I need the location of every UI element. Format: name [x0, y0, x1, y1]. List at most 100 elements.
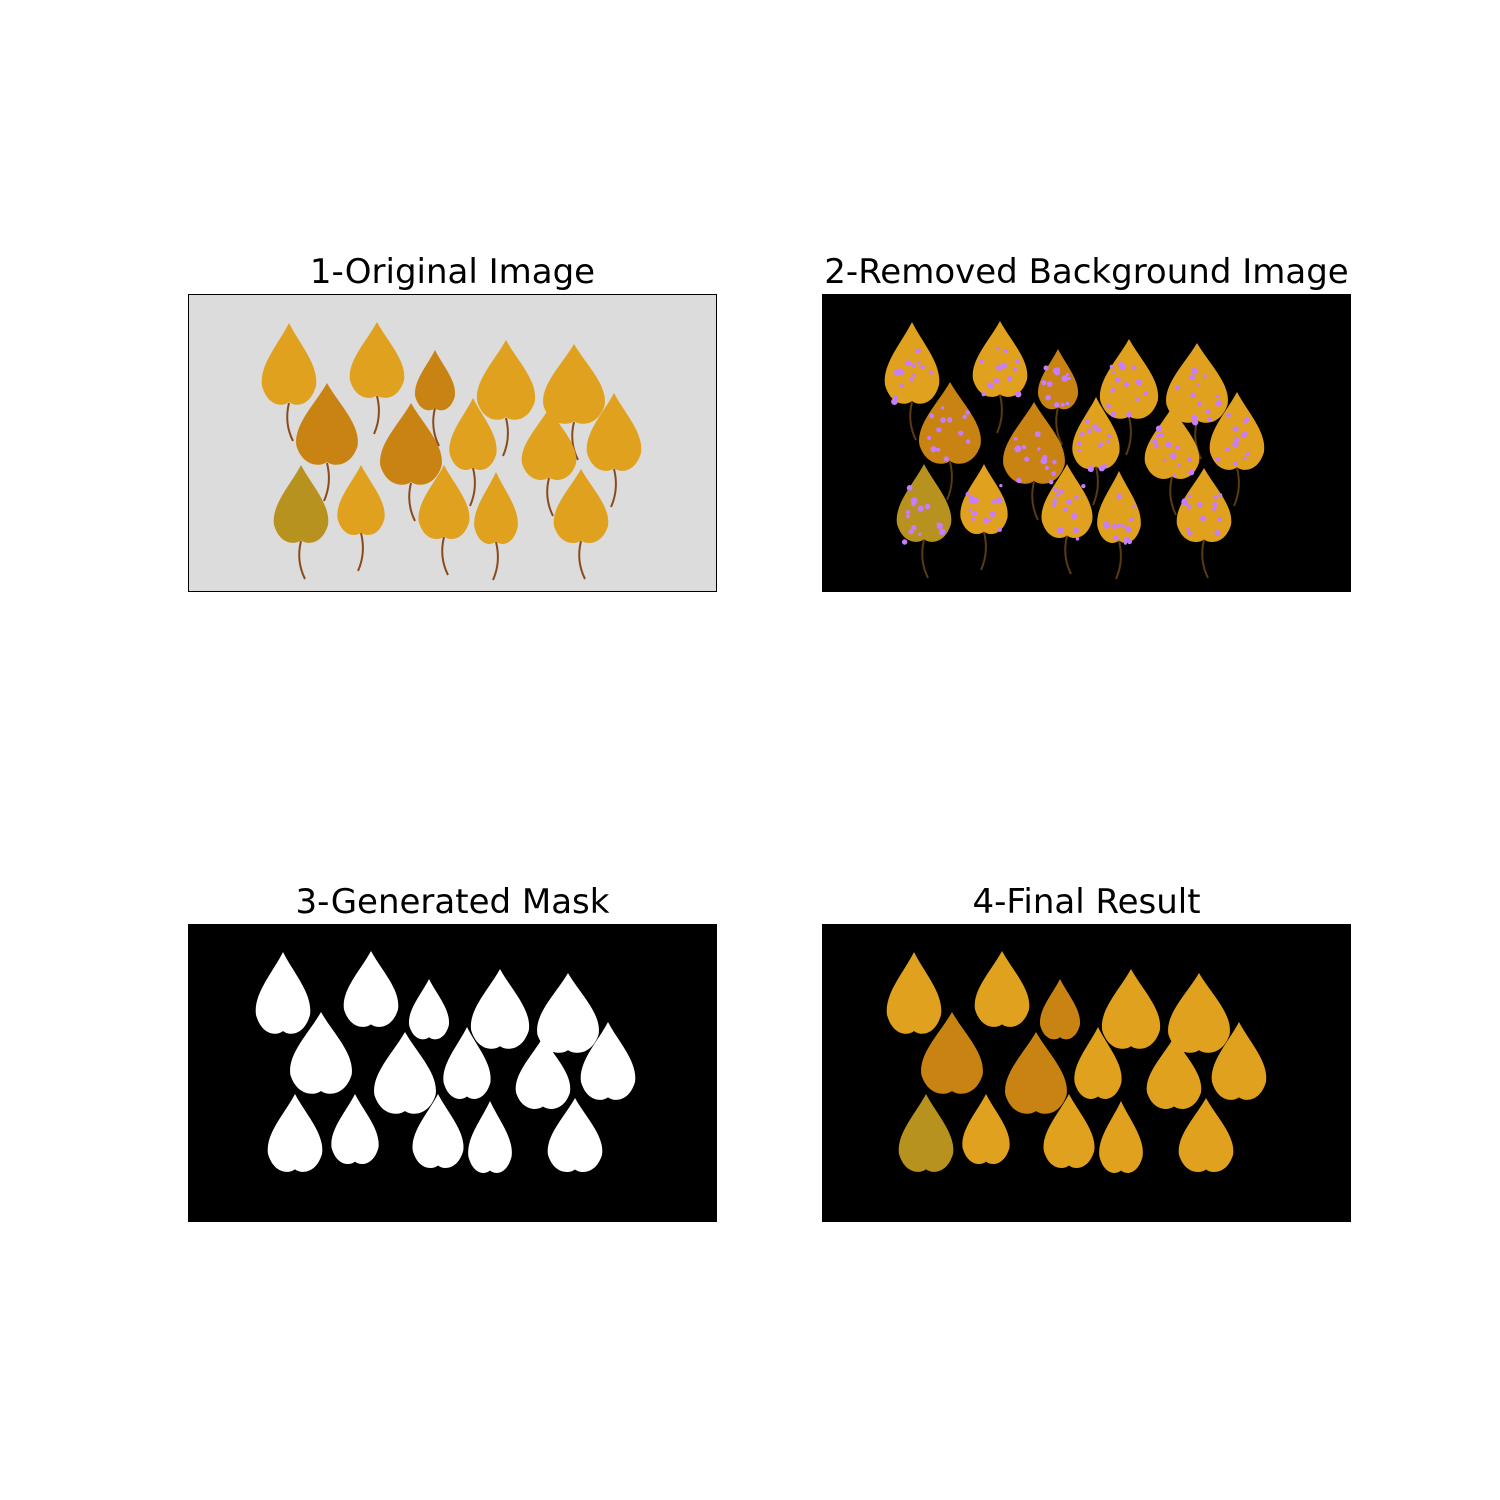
speckle-dot [905, 509, 911, 515]
leaf [547, 1098, 603, 1172]
leaf [960, 464, 1008, 535]
speckle-dot [940, 406, 945, 410]
speckle-dot [1191, 419, 1199, 426]
leaf [1072, 397, 1120, 469]
leaf [331, 1094, 379, 1165]
speckle-dot [1015, 358, 1021, 364]
speckle-dot [1087, 428, 1093, 434]
speckle-dot [1174, 385, 1180, 391]
panel-mask: 3-Generated Mask [188, 885, 717, 1222]
speckle-dot [1169, 452, 1177, 460]
leaf-stem [408, 482, 416, 522]
leaf-stem [571, 421, 579, 461]
speckle-dot [1190, 392, 1197, 399]
speckle-dot [1196, 383, 1200, 387]
leaves-canvas-mask [188, 924, 717, 1222]
leaf [1039, 979, 1081, 1040]
leaf [972, 321, 1028, 397]
speckle-dot [1112, 370, 1116, 374]
speckle-dot [1063, 507, 1069, 512]
leaf-stem [298, 540, 306, 580]
speckle-dot [929, 413, 935, 419]
speckle-dot [1110, 387, 1116, 393]
speckle-dot [1129, 517, 1134, 523]
speckle-dot [1197, 401, 1202, 407]
leaf [290, 1012, 352, 1094]
speckle-dot [1073, 527, 1080, 534]
leaf [1168, 973, 1230, 1053]
speckle-dot [1188, 469, 1195, 476]
speckle-dot [1066, 498, 1073, 505]
speckle-dot [1015, 391, 1022, 398]
speckle-dot [1043, 365, 1049, 371]
speckle-dot [1245, 452, 1250, 456]
speckle-dot [940, 417, 947, 423]
speckle-dot [996, 365, 1001, 370]
leaf [543, 344, 605, 424]
speckle-dot [999, 483, 1003, 488]
speckle-dot [1212, 502, 1218, 508]
speckle-dot [979, 359, 984, 364]
leaf [1166, 343, 1228, 423]
speckle-dot [1215, 456, 1221, 462]
speckle-dot [936, 427, 940, 431]
leaf [521, 408, 577, 480]
leaf [1178, 1098, 1234, 1172]
leaf-stem [921, 539, 929, 579]
speckle-dot [965, 491, 970, 497]
leaf [296, 383, 358, 465]
speckle-dot [1054, 402, 1060, 408]
speckle-dot [1117, 523, 1121, 528]
speckle-dot [891, 398, 898, 405]
leaf-stem [1055, 406, 1063, 446]
speckle-dot [1110, 411, 1116, 418]
speckle-dot [912, 373, 917, 377]
speckle-dot [1191, 367, 1198, 375]
leaf-stem [1031, 481, 1039, 521]
speckle-dot [987, 382, 995, 389]
speckle-dot [936, 522, 940, 526]
leaf-stem [357, 532, 364, 572]
speckle-dot [1045, 394, 1051, 401]
speckle-dot [1152, 439, 1158, 445]
speckle-dot [997, 527, 1002, 532]
speckle-dot [1186, 530, 1193, 537]
speckle-dot [1092, 424, 1098, 430]
speckle-dot [1174, 445, 1180, 450]
speckle-dot [938, 528, 946, 536]
leaf-stem [441, 536, 449, 576]
speckle-dot [1155, 425, 1163, 432]
leaf [886, 952, 942, 1034]
speckle-dot [1098, 465, 1105, 472]
speckle-dot [1205, 409, 1211, 415]
speckle-dot [1106, 403, 1111, 409]
speckle-dot [1123, 541, 1128, 545]
speckle-dot [1077, 448, 1082, 453]
speckle-dot [1012, 367, 1018, 372]
leaf [474, 472, 518, 544]
speckle-dot [1217, 516, 1223, 523]
speckle-dot [936, 447, 941, 453]
leaf-stem [1115, 540, 1122, 580]
speckle-dot [1099, 442, 1104, 446]
leaf [414, 350, 456, 411]
speckle-dot [1109, 364, 1114, 369]
speckle-dot [1155, 433, 1161, 439]
speckle-dot [1013, 436, 1018, 441]
speckle-dot [1155, 443, 1159, 448]
speckle-dot [1075, 536, 1080, 541]
leaf [468, 1101, 512, 1173]
speckle-dot [1034, 431, 1041, 437]
panel-original: 1-Original Image [188, 255, 717, 592]
speckle-dot [1187, 494, 1192, 499]
leaf [1176, 468, 1232, 542]
leaf [408, 979, 450, 1040]
leaf-stem [323, 462, 330, 502]
speckle-dot [1087, 466, 1094, 473]
speckle-dot [918, 532, 922, 537]
leaf-stem [980, 531, 987, 571]
speckle-dot [1143, 390, 1149, 396]
leaf [962, 1094, 1010, 1165]
speckle-dot [1106, 439, 1111, 444]
speckle-dot [958, 430, 964, 436]
